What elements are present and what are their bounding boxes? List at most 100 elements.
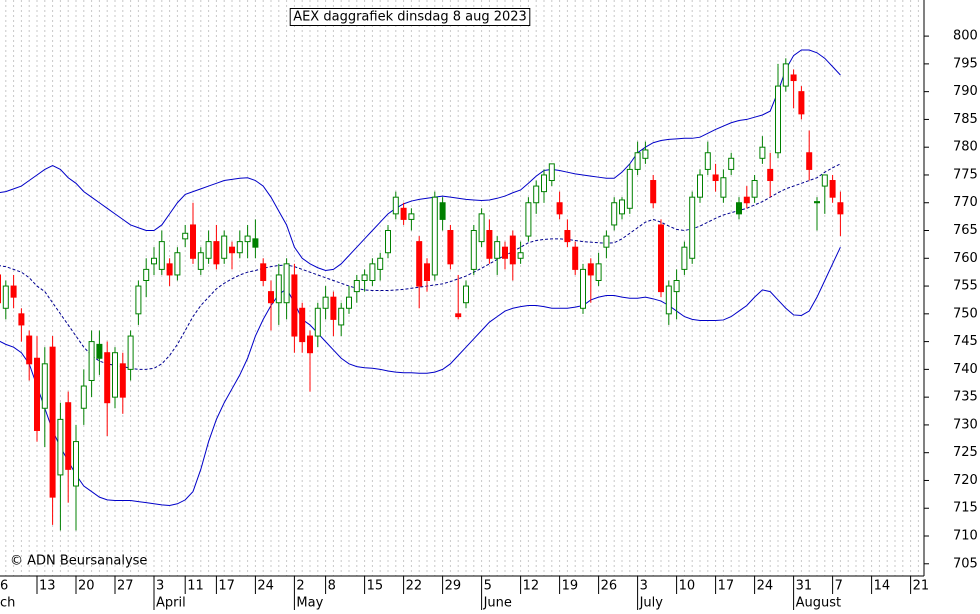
x-tick-label: 13 bbox=[39, 579, 56, 594]
x-tick-label: 19 bbox=[562, 579, 579, 594]
candle-body bbox=[564, 230, 571, 243]
candle-body bbox=[244, 235, 251, 243]
y-tick-label: 740 bbox=[953, 362, 978, 377]
x-tick-label: 3 bbox=[156, 579, 164, 594]
candle-body bbox=[541, 174, 547, 193]
candle-body bbox=[268, 291, 274, 304]
y-tick-label: 785 bbox=[953, 112, 978, 127]
candle-body bbox=[447, 230, 454, 265]
y-tick-label: 780 bbox=[953, 140, 978, 155]
band-line bbox=[0, 49, 841, 272]
candle-body bbox=[775, 85, 781, 154]
x-tick-label: 21 bbox=[913, 579, 930, 594]
candle-body bbox=[353, 280, 360, 293]
candle-body bbox=[517, 252, 524, 259]
plot bbox=[0, 49, 844, 531]
y-tick-label: 710 bbox=[953, 529, 978, 544]
candle-body bbox=[502, 246, 508, 259]
candle-body bbox=[369, 263, 376, 282]
x-tick-label: 31 bbox=[796, 579, 813, 594]
y-tick-label: 790 bbox=[953, 84, 978, 99]
x-tick-label: 22 bbox=[406, 579, 423, 594]
grid bbox=[5, 0, 919, 576]
candle-body bbox=[143, 268, 150, 282]
month-label: August bbox=[796, 596, 842, 611]
candle-body bbox=[673, 280, 680, 293]
candle-body bbox=[291, 274, 298, 337]
candle-body bbox=[782, 63, 789, 87]
candle-body bbox=[478, 213, 485, 243]
y-tick-label: 765 bbox=[953, 223, 978, 238]
candle-body bbox=[697, 174, 703, 198]
candle-body bbox=[41, 363, 48, 409]
credit: © ADN Beursanalyse bbox=[10, 554, 147, 569]
candle-body bbox=[158, 241, 165, 270]
x-tick-label: 17 bbox=[718, 579, 735, 594]
candle-body bbox=[665, 285, 672, 315]
y-tick-label: 770 bbox=[953, 195, 978, 210]
candle-body bbox=[580, 268, 586, 309]
y-tick-label: 795 bbox=[953, 56, 978, 71]
x-tick-label: 24 bbox=[757, 579, 774, 594]
x-tick-label: 6 bbox=[0, 579, 8, 594]
candle-body bbox=[307, 335, 313, 354]
candle-body bbox=[681, 246, 688, 270]
candle-body bbox=[283, 263, 290, 304]
candle-body bbox=[720, 177, 727, 198]
candle-body bbox=[338, 307, 345, 326]
candle-body bbox=[197, 252, 204, 270]
candle-body bbox=[814, 201, 820, 204]
month-label: June bbox=[483, 596, 512, 611]
y-tick-label: 705 bbox=[953, 556, 978, 571]
candle-body bbox=[377, 257, 384, 270]
x-tick-label: 27 bbox=[117, 579, 134, 594]
candle-body bbox=[0, 274, 1, 304]
candle-body bbox=[236, 241, 243, 254]
x-tick-label: 7 bbox=[835, 579, 843, 594]
candle-body bbox=[494, 241, 501, 259]
candle-body bbox=[587, 263, 594, 276]
candle-body bbox=[151, 257, 157, 265]
x-tick-label: 12 bbox=[523, 579, 540, 594]
candle-body bbox=[34, 357, 40, 431]
candle-body bbox=[650, 180, 657, 204]
month-label: May bbox=[296, 596, 323, 611]
candle-body bbox=[790, 74, 797, 82]
candle-body bbox=[642, 149, 649, 159]
y-tick-label: 755 bbox=[953, 279, 978, 294]
candle-body bbox=[96, 343, 103, 359]
x-tick-label: 24 bbox=[257, 579, 274, 594]
candle-body bbox=[463, 285, 469, 304]
candle-body bbox=[10, 285, 17, 298]
candle-body bbox=[619, 199, 625, 215]
y-tick-label: 725 bbox=[953, 445, 978, 460]
candle-body bbox=[392, 196, 399, 215]
candle-body bbox=[190, 224, 196, 259]
candle-body bbox=[704, 152, 711, 170]
x-tick-label: 20 bbox=[78, 579, 95, 594]
x-tick-label: 15 bbox=[367, 579, 384, 594]
candle-body bbox=[736, 202, 742, 215]
band-line bbox=[0, 246, 841, 506]
x-tick-label: 26 bbox=[601, 579, 618, 594]
candle-body bbox=[611, 202, 618, 226]
x-tick-label: 17 bbox=[218, 579, 235, 594]
candle-body bbox=[470, 230, 477, 270]
candle-body bbox=[221, 235, 228, 259]
candle-body bbox=[634, 152, 641, 170]
x-tick-label: 2 bbox=[296, 579, 304, 594]
candle-body bbox=[49, 346, 56, 498]
candle-body bbox=[174, 252, 181, 276]
candle-body bbox=[252, 238, 259, 248]
candle-body bbox=[626, 168, 633, 209]
candle-body bbox=[455, 313, 462, 318]
candle-body bbox=[798, 91, 805, 115]
candle-body bbox=[65, 402, 72, 470]
candle-body bbox=[166, 263, 173, 276]
candle-body bbox=[213, 241, 220, 265]
y-tick-label: 715 bbox=[953, 501, 978, 516]
candle-body bbox=[525, 202, 532, 237]
candle-body bbox=[73, 441, 79, 487]
y-tick-label: 745 bbox=[953, 334, 978, 349]
